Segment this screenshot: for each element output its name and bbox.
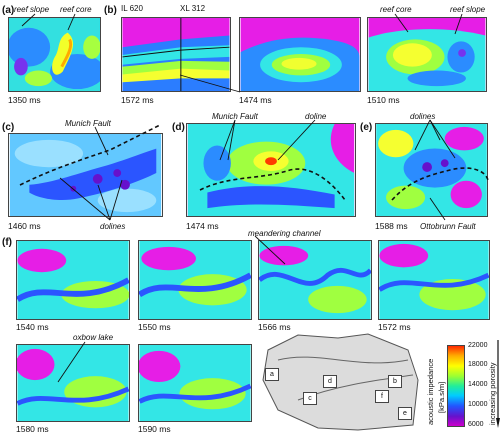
panel-f-1590	[138, 344, 252, 422]
panel-b-seismic-section	[121, 17, 231, 92]
annotation-reef-core-a: reef core	[60, 5, 92, 14]
time-label-b-2: 1474 ms	[239, 95, 272, 105]
colorbar-tick-14000: 14000	[468, 381, 488, 388]
location-map	[262, 333, 419, 431]
annotation-inline: IL 620	[121, 4, 143, 13]
panel-e-label: (e)	[360, 122, 373, 133]
colorbar-unit: [kPa.s/m]	[437, 381, 446, 413]
slice-1474-graphic	[240, 18, 360, 91]
annotation-ottobrunn-fault: Ottobrunn Fault	[420, 222, 476, 231]
location-box-c: c	[303, 392, 317, 405]
colorbar-title: acoustic impedance	[426, 358, 435, 425]
panel-e-graphic	[376, 124, 487, 216]
panel-b-slice-1510	[367, 17, 487, 92]
panel-f-1572	[378, 240, 490, 320]
time-label-c: 1460 ms	[8, 221, 41, 231]
panel-b-slice-1474	[239, 17, 361, 92]
annotation-reef-core-b: reef core	[380, 5, 412, 14]
panel-b-label: (b)	[104, 5, 117, 16]
location-box-e: e	[398, 407, 412, 420]
time-label-f-4: 1572 ms	[378, 322, 411, 332]
annotation-doline-d: doline	[305, 112, 327, 121]
time-label-d: 1474 ms	[186, 221, 219, 231]
panel-c-graphic	[9, 134, 162, 216]
annotation-oxbow-lake: oxbow lake	[73, 333, 114, 342]
panel-f-1540	[16, 240, 130, 320]
time-label-f-6: 1590 ms	[138, 424, 171, 434]
annotation-reef-slope-a: reef slope	[14, 5, 50, 14]
annotation-dolines-e: dolines	[410, 112, 436, 121]
time-label-f-5: 1580 ms	[16, 424, 49, 434]
panel-a-attribute-map	[9, 18, 100, 91]
seismic-section-graphic	[122, 18, 230, 91]
panel-f-label: (f)	[2, 237, 12, 248]
colorbar-tick-10000: 10000	[468, 401, 488, 408]
location-box-a: a	[265, 368, 279, 381]
panel-f-1566	[258, 240, 372, 320]
slice-1510-graphic	[368, 18, 486, 91]
annotation-munich-fault-c: Munich Fault	[65, 119, 111, 128]
colorbar-tick-22000: 22000	[468, 342, 488, 349]
location-box-b: b	[388, 375, 402, 388]
annotation-meandering-channel: meandering channel	[248, 229, 321, 238]
panel-c-map	[8, 133, 163, 217]
panel-f-1550	[138, 240, 252, 320]
time-label-f-2: 1550 ms	[138, 322, 171, 332]
colorbar-tick-18000: 18000	[468, 361, 488, 368]
time-label-a: 1350 ms	[8, 95, 41, 105]
time-label-b-1: 1572 ms	[121, 95, 154, 105]
time-label-b-3: 1510 ms	[367, 95, 400, 105]
colorbar-tick-6000: 6000	[468, 421, 484, 428]
annotation-xline: XL 312	[180, 4, 206, 13]
panel-d-map	[186, 123, 356, 217]
time-label-f-3: 1566 ms	[258, 322, 291, 332]
location-box-d: d	[323, 375, 337, 388]
panel-c-label: (c)	[2, 122, 15, 133]
time-label-e: 1588 ms	[375, 221, 408, 231]
panel-a-map	[8, 17, 101, 92]
time-label-f-1: 1540 ms	[16, 322, 49, 332]
panel-f-1580	[16, 344, 130, 422]
panel-d-graphic	[187, 124, 355, 216]
annotation-reef-slope-b: reef slope	[450, 5, 486, 14]
annotation-dolines-c: dolines	[100, 222, 126, 231]
colorbar	[447, 345, 465, 427]
location-box-f: f	[375, 390, 389, 403]
panel-d-label: (d)	[172, 122, 185, 133]
annotation-munich-fault-d: Munich Fault	[212, 112, 258, 121]
panel-e-map	[375, 123, 488, 217]
porosity-arrow-icon	[496, 340, 500, 428]
panel-a-label: (a)	[2, 5, 15, 16]
